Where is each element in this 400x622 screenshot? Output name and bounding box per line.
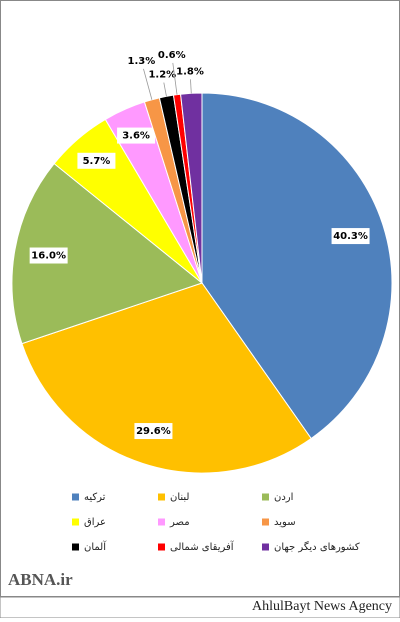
legend-swatch [158,543,165,551]
leader-line [163,82,167,97]
legend-label: مصر [169,517,190,528]
legend-swatch [158,493,165,501]
watermark: ABNA.ir [8,570,73,589]
legend-label: آلمان [84,540,107,553]
legend-label: سوید [274,517,296,528]
data-label: 5.7% [83,156,111,167]
legend-swatch [72,518,79,526]
label-bg [331,228,370,245]
leader-line [172,62,178,95]
leader-line [143,68,153,100]
pie-slice [11,162,204,345]
legend-label: لبنان [170,492,189,503]
data-label: 1.3% [128,56,156,67]
leader-line [190,79,192,94]
data-label: 0.6% [158,50,186,61]
pie-slice [180,92,203,284]
data-label: 3.6% [122,131,150,142]
legend-label: آفریقای شمالی [170,540,235,553]
data-label: 1.8% [176,66,204,77]
data-label: 16.0% [31,251,66,262]
legend-swatch [158,518,165,526]
legend-label: عراق [84,517,106,528]
legend-label: ترکیه [84,492,106,503]
pie-slice [21,282,312,474]
label-bg [134,423,173,440]
data-label: 40.3% [333,231,368,242]
pie-slice [201,92,393,440]
legend-label: کشورهای دیگر جهان [274,541,360,553]
label-bg [117,127,156,144]
data-label: 29.6% [136,426,171,437]
legend-swatch [262,493,269,501]
legend-label: اردن [274,492,293,503]
legend-swatch [72,493,79,501]
footer-text: AhlulBayt News Agency [252,599,392,614]
label-bg [77,152,116,169]
data-label: 1.2% [148,70,176,81]
legend-swatch [72,543,79,551]
label-bg [29,247,68,264]
legend-swatch [262,543,269,551]
legend-swatch [262,518,269,526]
